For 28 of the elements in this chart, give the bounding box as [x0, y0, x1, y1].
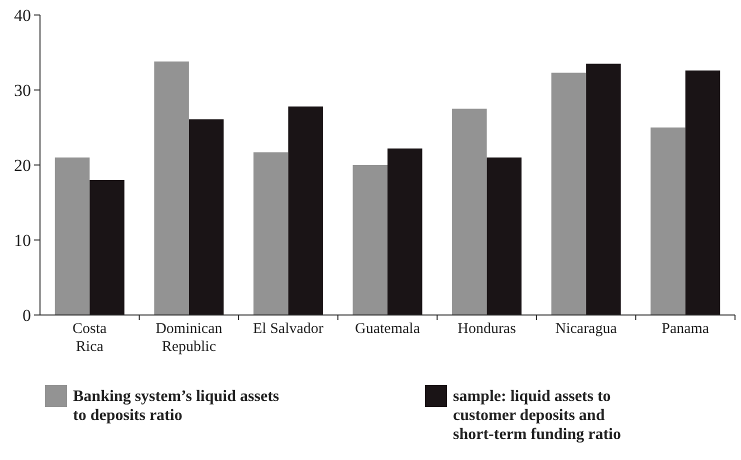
x-tick-label: Guatemala — [355, 321, 420, 337]
bar — [90, 180, 124, 315]
bar — [551, 72, 586, 315]
y-tick-label: 40 — [14, 6, 31, 25]
bar — [452, 108, 487, 315]
y-tick-label: 30 — [14, 80, 31, 100]
bar — [253, 152, 288, 315]
bar — [54, 158, 90, 315]
legend-label: sample: liquid assets to customer deposits and short-term funding ratio — [453, 388, 621, 443]
x-tick-label: Honduras — [458, 321, 516, 337]
bar — [188, 119, 224, 315]
bar — [388, 148, 422, 315]
y-tick-label: 10 — [14, 230, 31, 250]
bar — [586, 64, 621, 315]
bar — [154, 62, 189, 315]
x-tick-label: Nicaragua — [555, 321, 618, 337]
x-tick-label: Dominican Republic — [156, 321, 223, 355]
bar — [685, 70, 720, 315]
y-tick-label: 0 — [22, 306, 31, 325]
x-tick-label: El Salvador — [253, 321, 324, 337]
bar — [288, 106, 323, 315]
legend-label: Banking system’s liquid assets to deposits ratio — [73, 388, 280, 424]
bar — [486, 158, 522, 315]
bar — [650, 128, 686, 315]
bar — [352, 165, 388, 315]
x-tick-label: Costa Rica — [72, 321, 108, 355]
y-tick-label: 20 — [14, 156, 31, 175]
x-tick-label: Panama — [662, 321, 710, 337]
